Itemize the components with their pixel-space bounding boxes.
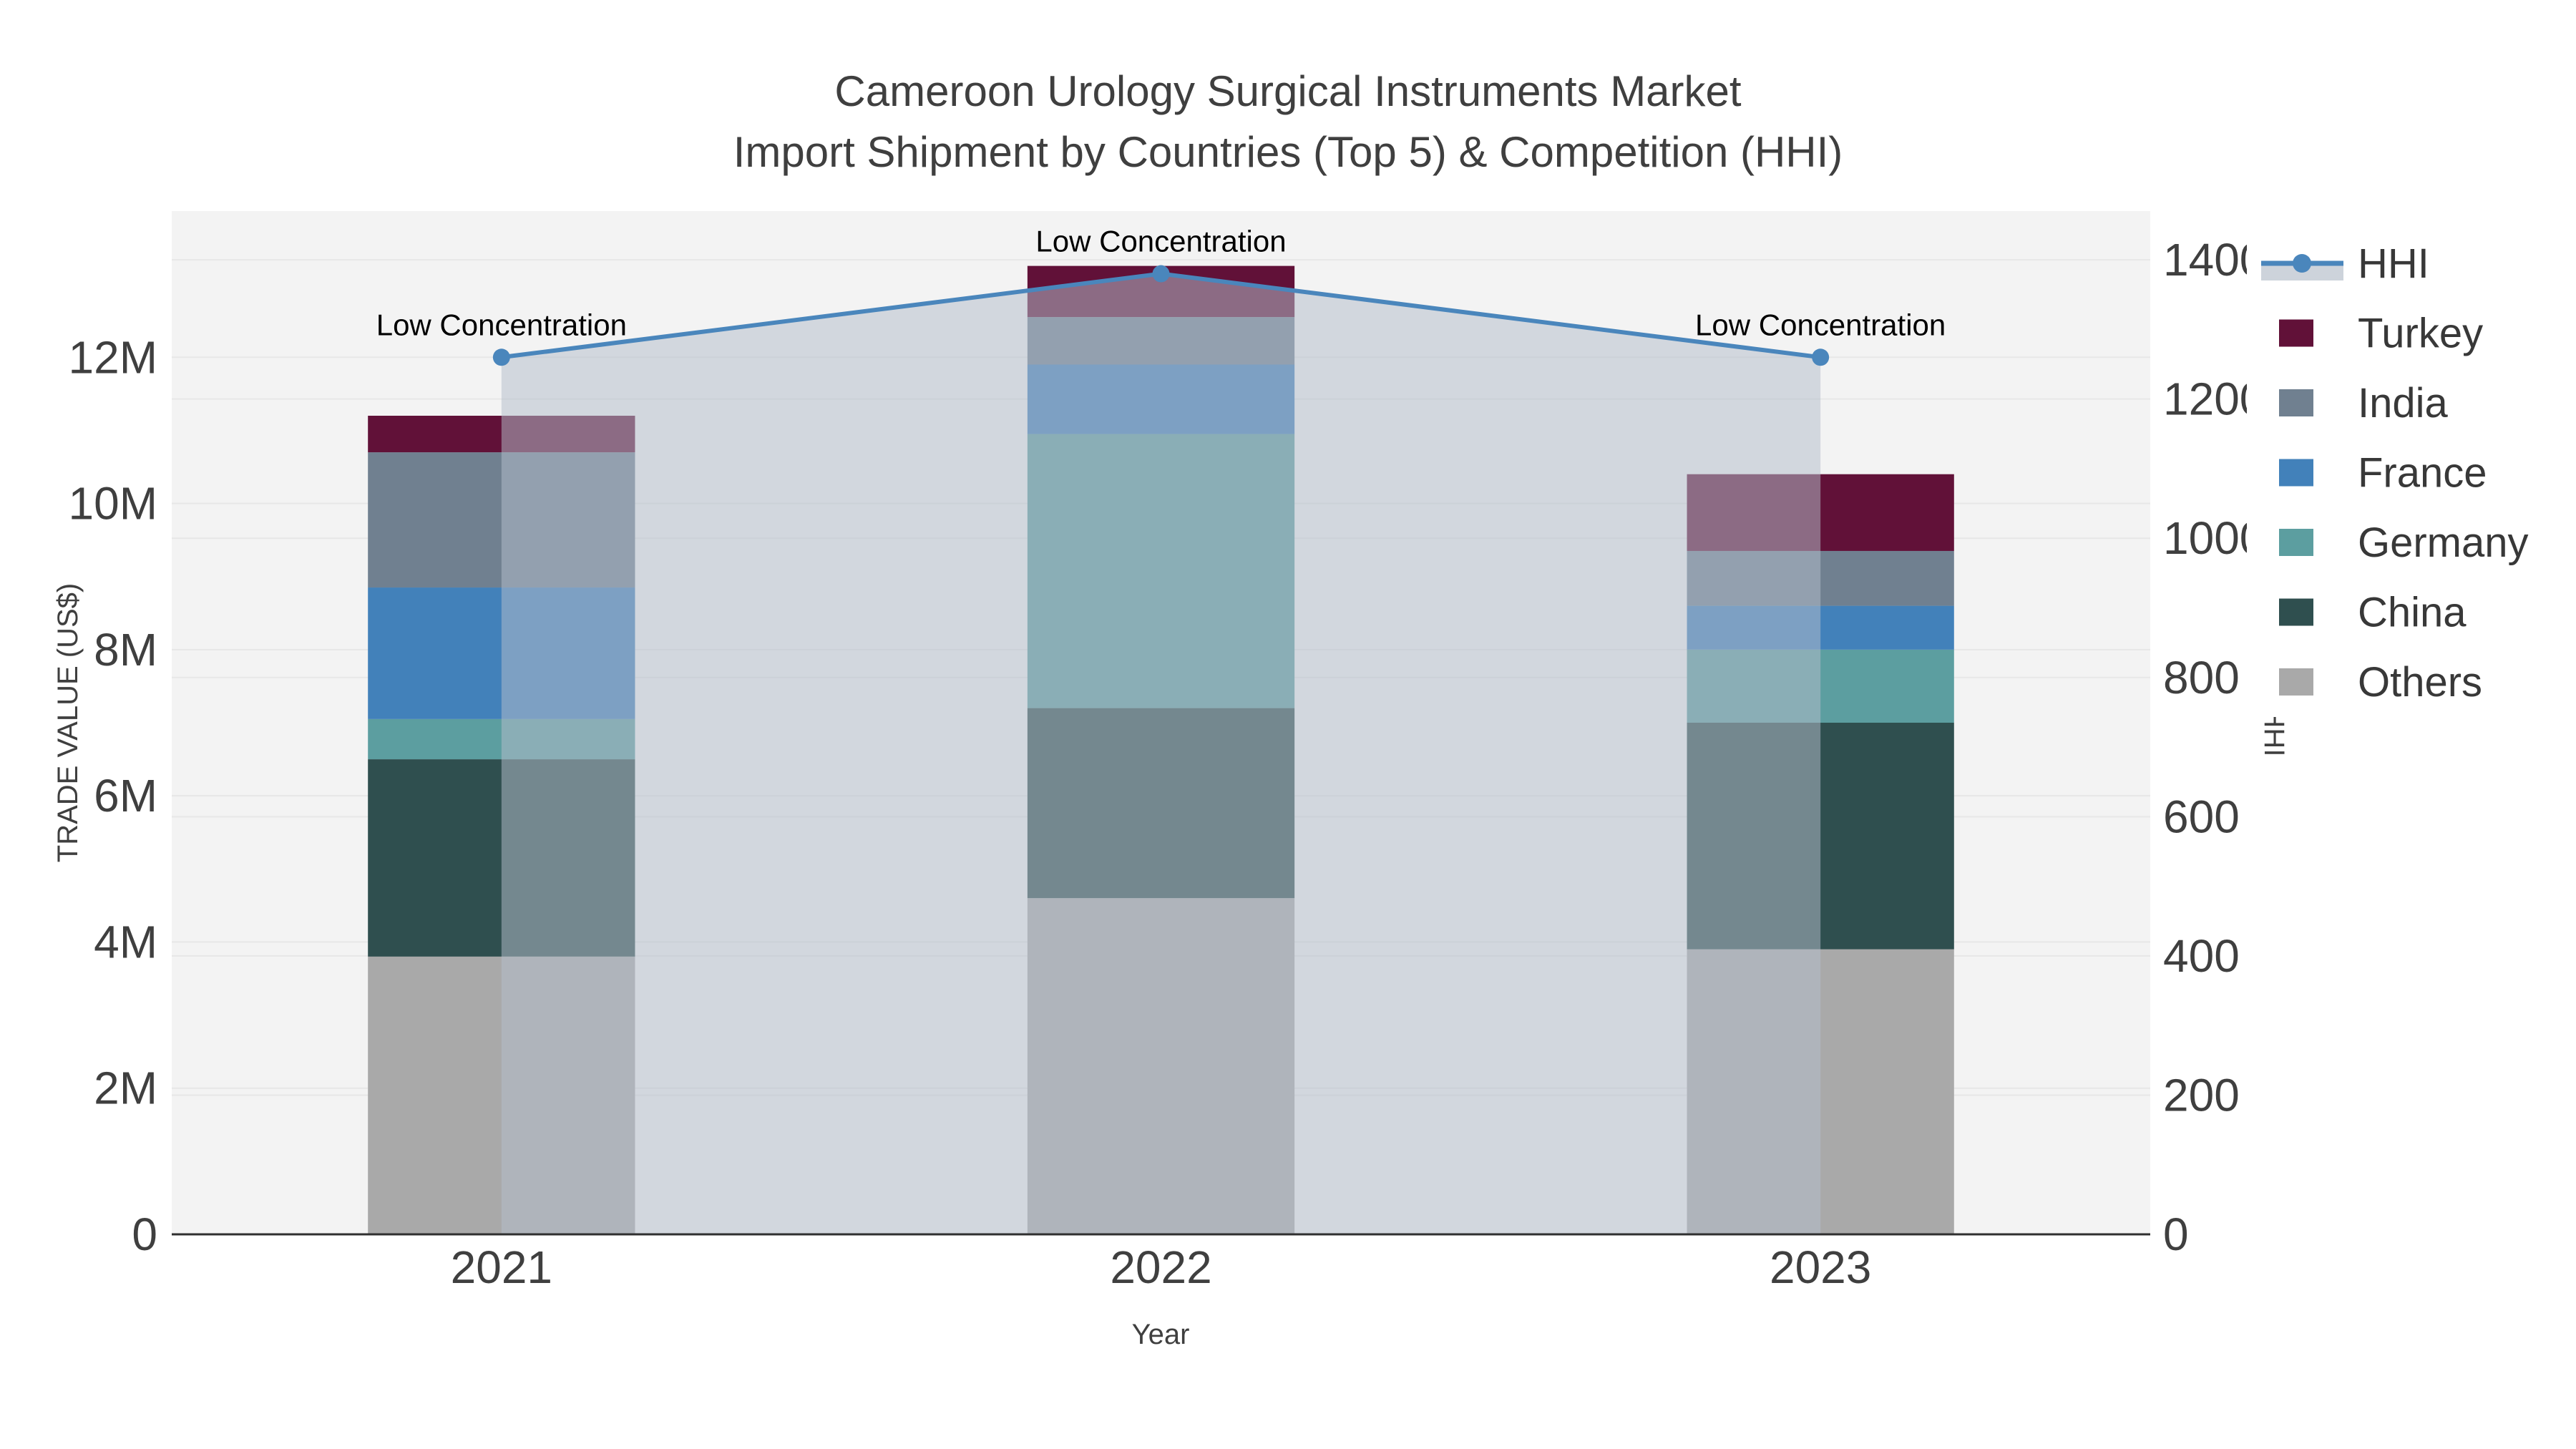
y-tick-label: 6M [94, 770, 157, 821]
legend-color-swatch [2279, 668, 2313, 696]
x-axis-title: Year [1132, 1319, 1190, 1350]
chart-title-line2: Import Shipment by Countries (Top 5) & C… [733, 128, 1843, 176]
hhi-marker-2023[interactable] [1812, 348, 1830, 366]
hhi-marker-2022[interactable] [1152, 265, 1170, 283]
x-tick-label: 2022 [1110, 1241, 1211, 1293]
y2-tick-label: 800 [2163, 652, 2240, 703]
y2-tick-label: 600 [2163, 791, 2240, 842]
legend-label: HHI [2358, 240, 2429, 287]
annotation-low-concentration: Low Concentration [1695, 308, 1946, 341]
legend-item-india[interactable]: India [2279, 380, 2449, 426]
legend-label: Others [2358, 659, 2482, 706]
legend-line-marker [2293, 254, 2311, 273]
y2-tick-label: 200 [2163, 1069, 2240, 1121]
y-tick-label: 2M [94, 1063, 157, 1114]
x-tick-label: 2021 [451, 1241, 552, 1293]
y2-tick-label: 0 [2163, 1209, 2189, 1260]
y-axis-title: TRADE VALUE (US$) [52, 583, 84, 862]
annotation-low-concentration: Low Concentration [1035, 225, 1286, 258]
legend-item-france[interactable]: France [2279, 450, 2487, 497]
y-tick-label: 4M [94, 916, 157, 967]
legend-label: France [2358, 450, 2487, 497]
legend-label: China [2358, 590, 2467, 636]
legend-label: Turkey [2358, 311, 2483, 357]
legend-item-germany[interactable]: Germany [2279, 519, 2529, 566]
legend-item-turkey[interactable]: Turkey [2279, 311, 2483, 357]
legend-label: India [2358, 380, 2449, 426]
legend-color-swatch [2279, 459, 2313, 487]
y-tick-label: 8M [94, 624, 157, 675]
legend-item-others[interactable]: Others [2279, 659, 2482, 706]
y-tick-label: 10M [69, 478, 158, 530]
legend-color-swatch [2279, 389, 2313, 416]
legend-color-swatch [2279, 319, 2313, 347]
legend-item-hhi[interactable]: HHI [2261, 240, 2429, 287]
y-tick-label: 12M [69, 331, 158, 383]
legend-label: Germany [2358, 519, 2529, 566]
plot-area: 02M4M6M8M10M12M0200400600800100012001400… [69, 211, 2265, 1293]
legend-item-china[interactable]: China [2279, 590, 2467, 636]
hhi-area-fill [501, 273, 1821, 1234]
chart-title-line1: Cameroon Urology Surgical Instruments Ma… [834, 67, 1741, 115]
y2-tick-label: 400 [2163, 930, 2240, 982]
legend: HHI Turkey India France Germany China Others [2247, 223, 2576, 717]
x-tick-label: 2023 [1770, 1241, 1871, 1293]
hhi-marker-2021[interactable] [492, 348, 510, 366]
y-tick-label: 0 [132, 1209, 157, 1260]
legend-color-swatch [2279, 598, 2313, 626]
annotation-low-concentration: Low Concentration [376, 308, 627, 341]
legend-color-swatch [2279, 529, 2313, 556]
